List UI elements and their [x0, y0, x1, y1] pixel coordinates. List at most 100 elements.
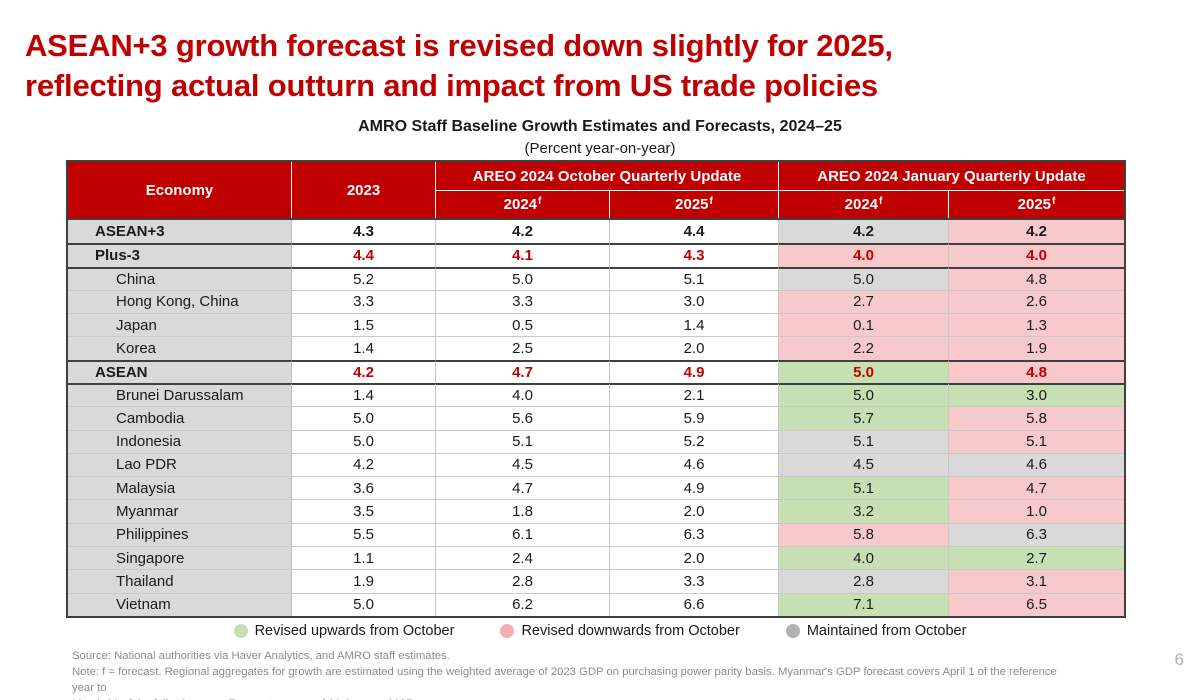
legend-dot-down-icon: [500, 624, 515, 638]
col-header-january-update: AREO 2024 January Quarterly Update: [779, 162, 1124, 191]
value-cell: 4.3: [610, 243, 779, 267]
value-cell: 4.2: [292, 452, 436, 477]
value-cell: 5.7: [779, 406, 949, 430]
table-row: ASEAN 4.2 4.7 4.9 5.0 4.8: [68, 359, 1124, 383]
legend: Revised upwards from October Revised dow…: [0, 623, 1200, 639]
table-row: Hong Kong, China 3.3 3.3 3.0 2.7 2.6: [68, 289, 1124, 314]
table-row: Korea 1.4 2.5 2.0 2.2 1.9: [68, 336, 1124, 360]
value-cell: 5.0: [292, 429, 436, 453]
value-cell: 5.2: [292, 266, 436, 290]
value-cell: 5.8: [779, 522, 949, 546]
value-cell: 2.5: [436, 336, 610, 360]
value-cell: 4.3: [292, 220, 436, 244]
value-cell: 1.5: [292, 313, 436, 337]
value-cell: 6.3: [949, 522, 1124, 546]
legend-dot-up-icon: [233, 624, 248, 638]
table-row: Singapore 1.1 2.4 2.0 4.0 2.7: [68, 545, 1124, 570]
legend-item-maintained: Maintained from October: [785, 623, 966, 639]
sub-year: 2024: [503, 196, 538, 213]
value-cell: 3.3: [292, 289, 436, 314]
table-body: ASEAN+3 4.3 4.2 4.4 4.2 4.2 Plus-3 4.4 4.1 4.3 4.0…: [68, 218, 1124, 616]
value-cell: 4.5: [436, 452, 610, 477]
table-row: Lao PDR 4.2 4.5 4.6 4.5 4.6: [68, 452, 1124, 477]
table-row: Thailand 1.9 2.8 3.3 2.8 3.1: [68, 569, 1124, 593]
table-row: Philippines 5.5 6.1 6.3 5.8 6.3: [68, 522, 1124, 546]
legend-label: Revised upwards from October: [254, 623, 455, 639]
economy-label: Myanmar: [68, 499, 292, 523]
value-cell: 4.4: [292, 243, 436, 267]
table-header: Economy 2023 AREO 2024 October Quarterly…: [68, 162, 1124, 218]
value-cell: 2.8: [779, 569, 949, 593]
value-cell: 4.0: [779, 243, 949, 267]
table-row: Indonesia 5.0 5.1 5.2 5.1 5.1: [68, 429, 1124, 453]
economy-label: Korea: [68, 336, 292, 360]
value-cell: 5.0: [292, 592, 436, 616]
forecast-superscript: f: [1052, 195, 1056, 207]
economy-label: Vietnam: [68, 592, 292, 616]
value-cell: 2.0: [610, 336, 779, 360]
economy-label: Plus-3: [68, 243, 292, 267]
value-cell: 4.2: [779, 220, 949, 244]
value-cell: 3.0: [610, 289, 779, 314]
economy-label: Philippines: [68, 522, 292, 546]
sub-year: 2025: [1017, 196, 1052, 213]
value-cell: 5.0: [292, 406, 436, 430]
economy-label: Brunei Darussalam: [68, 382, 292, 407]
value-cell: 3.2: [779, 499, 949, 523]
forecast-table: Economy 2023 AREO 2024 October Quarterly…: [66, 160, 1126, 618]
legend-item-revised-up: Revised upwards from October: [233, 623, 455, 639]
value-cell: 3.0: [949, 382, 1124, 407]
economy-label: Japan: [68, 313, 292, 337]
value-cell: 5.1: [779, 476, 949, 500]
value-cell: 2.7: [779, 289, 949, 314]
value-cell: 3.1: [949, 569, 1124, 593]
value-cell: 1.4: [292, 336, 436, 360]
table-row: Myanmar 3.5 1.8 2.0 3.2 1.0: [68, 499, 1124, 523]
value-cell: 5.0: [779, 266, 949, 290]
source-line: Source: National authorities via Haver A…: [72, 650, 450, 662]
value-cell: 5.0: [436, 266, 610, 290]
table-row: China 5.2 5.0 5.1 5.0 4.8: [68, 266, 1124, 290]
col-header-2023: 2023: [292, 162, 436, 218]
value-cell: 4.7: [436, 359, 610, 383]
table-row: Malaysia 3.6 4.7 4.9 5.1 4.7: [68, 476, 1124, 500]
value-cell: 1.3: [949, 313, 1124, 337]
page-number: 6: [1174, 650, 1184, 669]
value-cell: 4.9: [610, 359, 779, 383]
value-cell: 0.5: [436, 313, 610, 337]
col-header-october-update: AREO 2024 October Quarterly Update: [436, 162, 779, 191]
sub-year: 2025: [675, 196, 709, 213]
legend-dot-maintained-icon: [785, 624, 800, 638]
value-cell: 4.0: [949, 243, 1124, 267]
value-cell: 2.0: [610, 545, 779, 570]
economy-label: Singapore: [68, 545, 292, 570]
value-cell: 1.1: [292, 545, 436, 570]
value-cell: 5.5: [292, 522, 436, 546]
table-units: (Percent year-on-year): [524, 140, 676, 157]
value-cell: 2.8: [436, 569, 610, 593]
table-row: Plus-3 4.4 4.1 4.3 4.0 4.0: [68, 243, 1124, 267]
value-cell: 2.2: [779, 336, 949, 360]
value-cell: 2.1: [610, 382, 779, 407]
value-cell: 5.1: [779, 429, 949, 453]
economy-label: Cambodia: [68, 406, 292, 430]
value-cell: 4.6: [610, 452, 779, 477]
col-header-jan-2025: 2025 f: [949, 191, 1124, 218]
economy-label: Hong Kong, China: [68, 289, 292, 314]
value-cell: 6.5: [949, 592, 1124, 616]
value-cell: 4.2: [436, 220, 610, 244]
legend-label: Revised downwards from October: [521, 623, 740, 639]
economy-label: Indonesia: [68, 429, 292, 453]
value-cell: 4.7: [436, 476, 610, 500]
economy-label: Lao PDR: [68, 452, 292, 477]
value-cell: 4.0: [779, 545, 949, 570]
value-cell: 4.9: [610, 476, 779, 500]
source-note: Source: National authorities via Haver A…: [72, 648, 1072, 700]
value-cell: 5.8: [949, 406, 1124, 430]
value-cell: 5.2: [610, 429, 779, 453]
economy-label: ASEAN+3: [68, 220, 292, 244]
value-cell: 4.2: [292, 359, 436, 383]
table-row: Cambodia 5.0 5.6 5.9 5.7 5.8: [68, 406, 1124, 430]
value-cell: 2.6: [949, 289, 1124, 314]
